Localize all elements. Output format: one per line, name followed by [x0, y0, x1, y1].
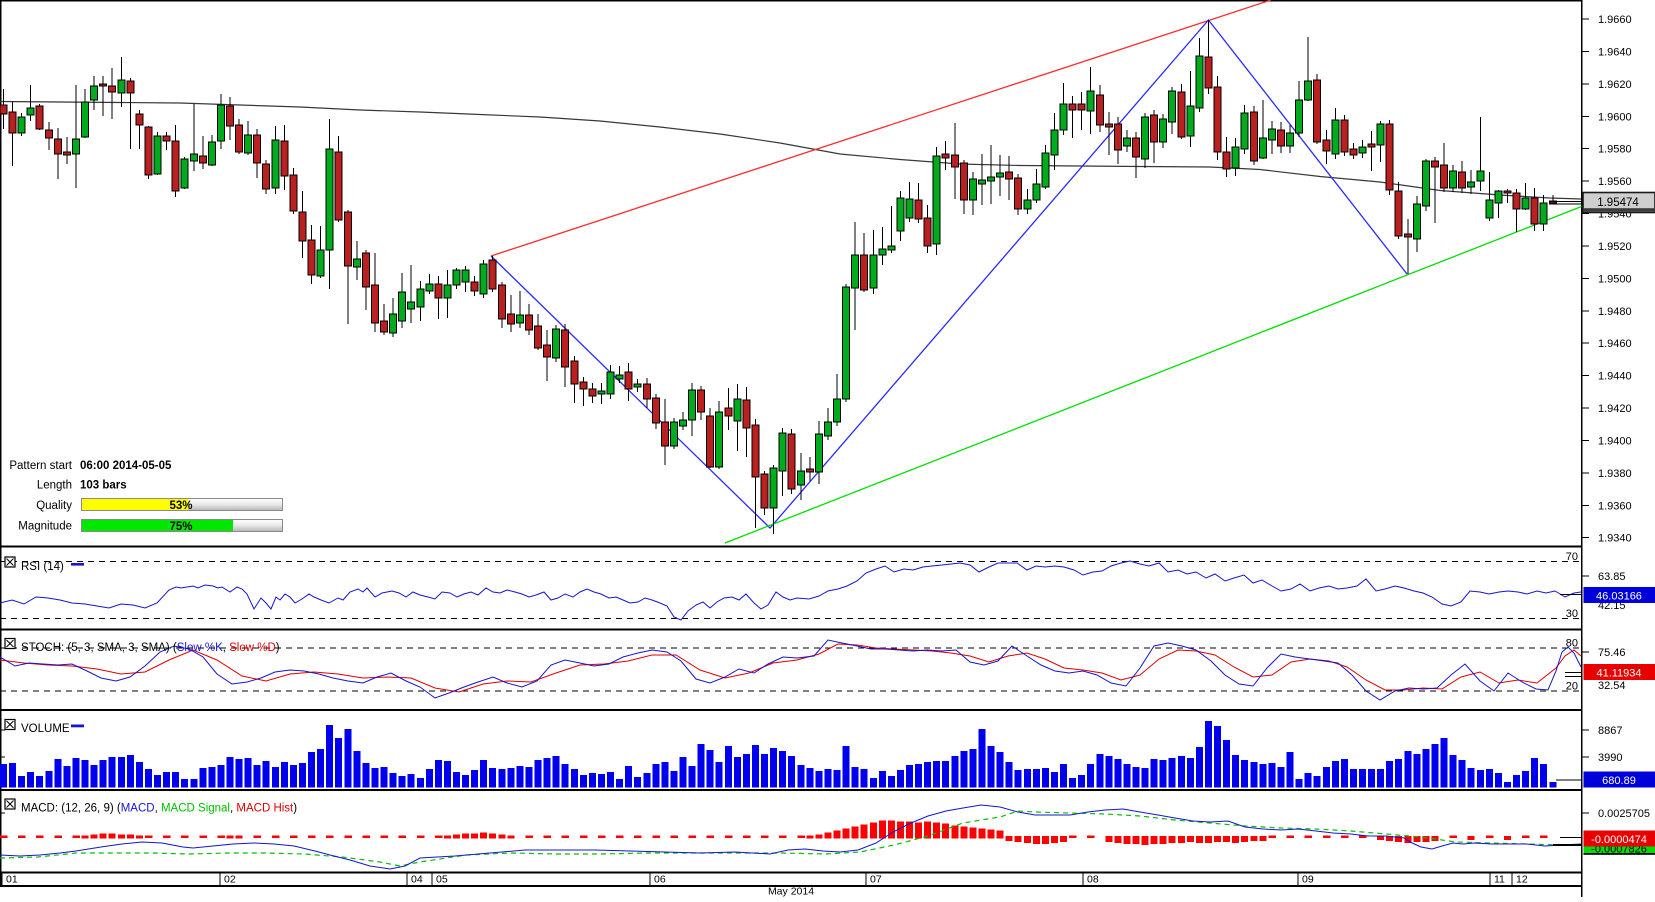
svg-text:1.9340: 1.9340 — [1598, 533, 1632, 545]
svg-text:1.95474: 1.95474 — [1597, 197, 1639, 209]
svg-text:STOCH: (5, 3, SMA, 3, SMA) (Sl: STOCH: (5, 3, SMA, 3, SMA) (Slow %K, Slo… — [21, 642, 280, 654]
svg-text:30: 30 — [1566, 608, 1578, 620]
svg-text:Magnitude: Magnitude — [18, 521, 72, 533]
svg-text:04: 04 — [411, 874, 423, 886]
svg-text:8867: 8867 — [1598, 725, 1622, 737]
svg-text:05: 05 — [436, 874, 448, 886]
svg-text:01: 01 — [6, 874, 18, 886]
svg-text:Pattern start: Pattern start — [9, 460, 72, 472]
svg-text:103 bars: 103 bars — [80, 480, 127, 492]
svg-text:May 2014: May 2014 — [768, 886, 814, 898]
svg-text:32.54: 32.54 — [1598, 680, 1626, 692]
svg-text:70: 70 — [1566, 551, 1578, 563]
svg-text:20: 20 — [1566, 681, 1578, 693]
svg-text:1.9460: 1.9460 — [1598, 338, 1632, 350]
svg-text:MACD: (12, 26, 9) (MACD, MACD: MACD: (12, 26, 9) (MACD, MACD Signal, MA… — [21, 803, 297, 815]
svg-text:63.85: 63.85 — [1598, 571, 1626, 583]
svg-text:-0.0000474: -0.0000474 — [1591, 834, 1647, 846]
svg-text:0.0025705: 0.0025705 — [1598, 808, 1650, 820]
svg-text:06: 06 — [654, 874, 666, 886]
svg-text:1.9580: 1.9580 — [1598, 144, 1632, 156]
svg-text:Quality: Quality — [36, 500, 72, 512]
svg-text:41.11934: 41.11934 — [1596, 668, 1641, 680]
svg-text:VOLUME: VOLUME — [21, 723, 70, 735]
svg-text:1.9560: 1.9560 — [1598, 176, 1632, 188]
svg-text:1.9520: 1.9520 — [1598, 241, 1632, 253]
svg-text:12: 12 — [1516, 874, 1528, 886]
svg-text:1.9500: 1.9500 — [1598, 273, 1632, 285]
svg-text:80: 80 — [1566, 638, 1578, 650]
svg-text:RSI (14): RSI (14) — [21, 561, 64, 573]
svg-text:06:00 2014-05-05: 06:00 2014-05-05 — [80, 460, 172, 472]
svg-text:75.46: 75.46 — [1598, 647, 1626, 659]
svg-text:Length: Length — [37, 480, 72, 492]
svg-text:3990: 3990 — [1598, 752, 1622, 764]
svg-text:07: 07 — [870, 874, 882, 886]
svg-text:1.9600: 1.9600 — [1598, 111, 1632, 123]
svg-text:1.9380: 1.9380 — [1598, 468, 1632, 480]
svg-text:46.03166: 46.03166 — [1596, 591, 1642, 603]
svg-text:09: 09 — [1302, 874, 1314, 886]
svg-text:1.9400: 1.9400 — [1598, 436, 1632, 448]
svg-text:680.89: 680.89 — [1602, 775, 1636, 787]
svg-text:75%: 75% — [169, 521, 192, 533]
svg-text:1.9360: 1.9360 — [1598, 500, 1632, 512]
svg-text:1.9480: 1.9480 — [1598, 306, 1632, 318]
svg-text:11: 11 — [1494, 874, 1505, 886]
svg-text:02: 02 — [224, 874, 236, 886]
svg-text:1.9640: 1.9640 — [1598, 46, 1632, 58]
svg-text:1.9620: 1.9620 — [1598, 79, 1632, 91]
svg-text:1.9420: 1.9420 — [1598, 403, 1632, 415]
svg-text:1.9440: 1.9440 — [1598, 371, 1632, 383]
svg-text:08: 08 — [1087, 874, 1099, 886]
svg-text:53%: 53% — [169, 500, 192, 512]
svg-text:1.9660: 1.9660 — [1598, 14, 1632, 26]
